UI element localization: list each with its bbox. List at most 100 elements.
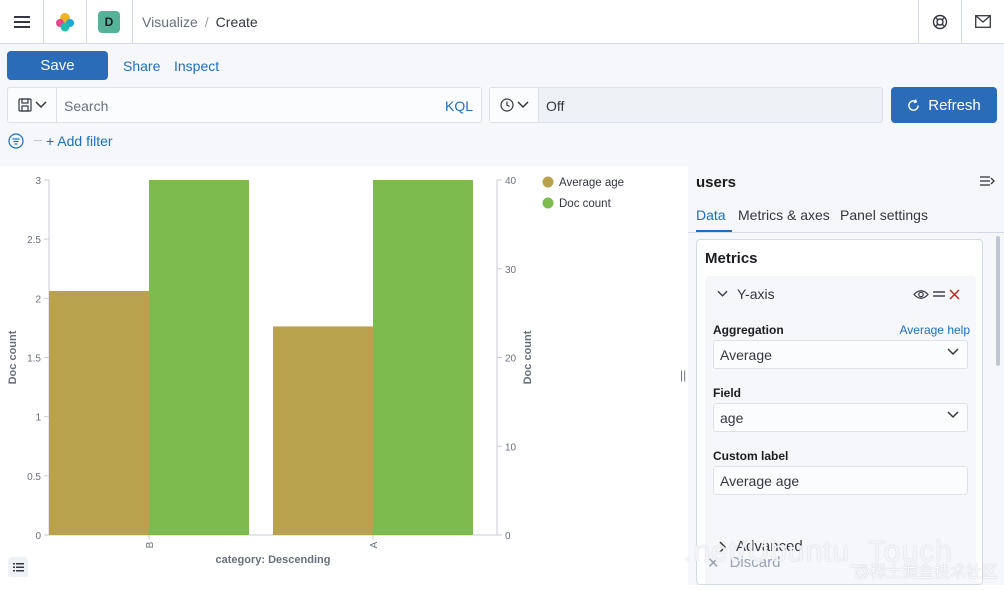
right-tick-label: 40 — [505, 176, 517, 187]
right-tick-label: 20 — [505, 354, 517, 365]
resize-handle-icon[interactable]: || — [680, 368, 687, 382]
breadcrumb-create: Create — [215, 13, 258, 30]
breadcrumb-separator: / — [204, 13, 209, 30]
chevron-down-icon — [947, 411, 959, 419]
x-tick-label: A — [369, 541, 380, 548]
left-tick-label: 3 — [35, 176, 41, 187]
advanced-label: Advanced — [736, 538, 803, 555]
x-tick-label: B — [145, 541, 156, 548]
left-tick-label: 2 — [35, 294, 41, 305]
refresh-interval-value[interactable]: Off — [546, 98, 565, 114]
time-picker: Off — [489, 87, 883, 123]
field-label: Field — [713, 386, 742, 400]
filter-bar: + Add filter — [8, 132, 113, 150]
left-tick-label: 0 — [35, 531, 41, 542]
left-tick-label: 2.5 — [27, 235, 41, 246]
quick-menu-button[interactable] — [490, 88, 539, 122]
breadcrumb: Visualize / Create — [142, 0, 258, 43]
drag-handle-icon[interactable] — [933, 290, 945, 298]
nav-divider — [961, 0, 962, 43]
eye-icon[interactable] — [913, 289, 929, 300]
left-tick-label: 0.5 — [27, 472, 41, 483]
filter-menu-icon[interactable] — [8, 133, 24, 149]
y-axis-metric: Y-axis Aggregation Average help Average — [705, 276, 976, 584]
tab-panel-settings[interactable]: Panel settings — [840, 207, 928, 223]
tab-divider — [688, 232, 1004, 233]
tab-data[interactable]: Data — [696, 207, 726, 223]
metrics-heading: Metrics — [705, 250, 758, 267]
share-link[interactable]: Share — [123, 58, 161, 74]
refresh-icon — [908, 98, 920, 111]
search-input[interactable]: Search — [64, 98, 109, 114]
top-nav: D Visualize / Create — [0, 0, 1004, 44]
remove-icon[interactable] — [949, 289, 960, 300]
bar-A-1 — [373, 180, 473, 535]
custom-label-label: Custom label — [713, 449, 789, 463]
legend-toggle-button[interactable] — [8, 557, 28, 577]
custom-label-value: Average age — [720, 473, 800, 489]
mail-icon — [975, 15, 991, 28]
y-axis-left-label: Doc count — [7, 330, 19, 384]
sidebar-scrollbar[interactable] — [996, 236, 1000, 366]
aggregation-value: Average — [720, 347, 772, 363]
aggregation-label: Aggregation — [713, 323, 784, 337]
metrics-section: Metrics Y-axis Aggregation Average help … — [696, 239, 983, 585]
chevron-down-icon[interactable] — [717, 290, 728, 298]
query-toolbar: Save Share Inspect Search KQL Off — [0, 44, 1004, 166]
inspect-link[interactable]: Inspect — [174, 58, 220, 74]
list-icon — [12, 563, 24, 572]
space-selector[interactable]: D — [86, 0, 132, 43]
nav-divider — [86, 0, 87, 43]
y-axis-title[interactable]: Y-axis — [737, 286, 775, 302]
collapse-sidebar-button[interactable] — [980, 174, 996, 192]
refresh-button[interactable]: Refresh — [891, 87, 997, 123]
discard-button[interactable]: ✕ Discard — [707, 554, 780, 572]
field-value: age — [720, 410, 744, 426]
right-tick-label: 0 — [505, 531, 511, 542]
field-select[interactable]: age — [713, 403, 968, 432]
legend-item: Average age — [559, 177, 624, 189]
close-icon: ✕ — [707, 555, 720, 572]
legend-swatch — [542, 176, 554, 188]
nav-divider — [132, 0, 133, 43]
hamburger-icon — [13, 15, 30, 28]
search-bar: Search KQL — [7, 87, 482, 123]
chevron-down-icon — [947, 348, 959, 356]
saved-query-button[interactable] — [8, 88, 57, 122]
bar-B-1 — [149, 180, 249, 535]
right-tick-label: 10 — [505, 442, 517, 453]
chevron-down-icon — [34, 101, 47, 109]
bar-B-0 — [49, 290, 149, 535]
add-filter-link[interactable]: + Add filter — [46, 133, 113, 149]
save-button[interactable]: Save — [7, 51, 108, 80]
tab-metrics-axes[interactable]: Metrics & axes — [738, 207, 830, 223]
nav-divider — [918, 0, 919, 43]
active-tab-indicator — [696, 230, 732, 232]
advanced-toggle[interactable]: Advanced — [719, 538, 803, 555]
clock-icon — [499, 98, 514, 112]
space-avatar: D — [98, 10, 120, 33]
aggregation-help-link[interactable]: Average help — [899, 323, 971, 337]
newsfeed-button[interactable] — [962, 0, 1004, 43]
help-button[interactable] — [919, 0, 961, 43]
right-tick-label: 30 — [505, 265, 517, 276]
left-tick-label: 1 — [35, 413, 41, 424]
chart-area: 0 0.5 1 1.5 2 2.5 3 0 10 20 30 40 Doc count Doc count… — [0, 166, 678, 585]
index-pattern-title: users — [696, 174, 737, 191]
legend-item: Doc count — [559, 198, 612, 210]
aggregation-select[interactable]: Average — [713, 340, 968, 369]
filter-divider — [34, 140, 42, 141]
legend-swatch — [542, 197, 554, 209]
left-tick-label: 1.5 — [27, 354, 41, 365]
chevron-right-icon — [719, 540, 726, 553]
chevron-down-icon — [516, 101, 529, 109]
nav-divider — [43, 0, 44, 43]
home-logo-link[interactable] — [44, 0, 86, 43]
menu-button[interactable] — [0, 0, 43, 43]
kql-toggle[interactable]: KQL — [444, 98, 473, 114]
custom-label-input[interactable]: Average age — [713, 466, 968, 495]
breadcrumb-visualize[interactable]: Visualize — [142, 13, 198, 30]
elastic-logo-icon — [56, 12, 74, 31]
y-axis-right-label: Doc count — [522, 330, 534, 384]
